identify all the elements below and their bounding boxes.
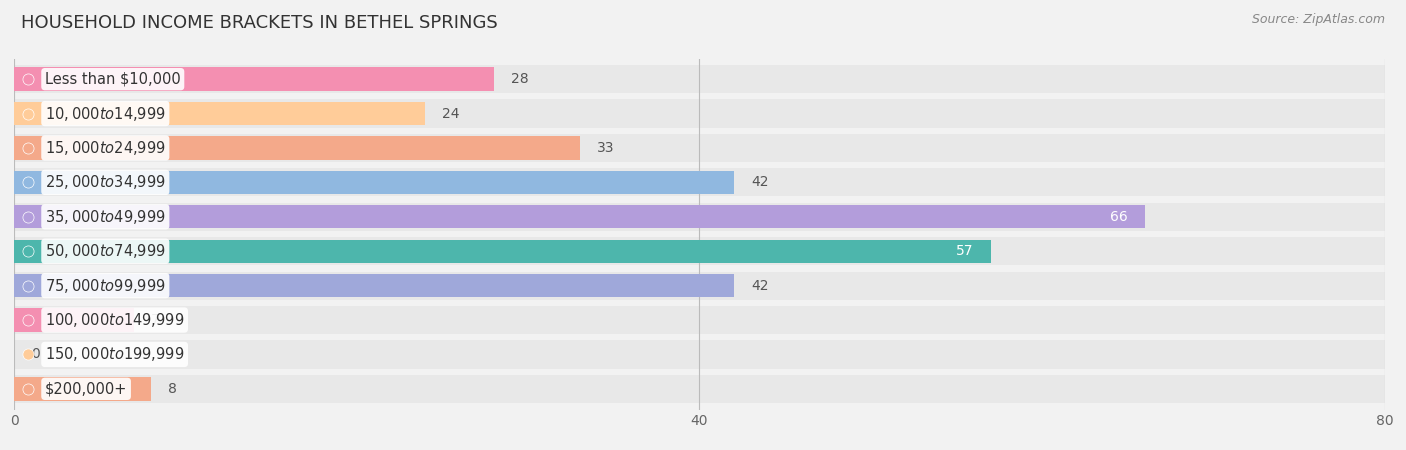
Bar [14, 274, 734, 297]
Text: $25,000 to $34,999: $25,000 to $34,999 [45, 173, 166, 191]
Text: $50,000 to $74,999: $50,000 to $74,999 [45, 242, 166, 260]
Bar [14, 134, 1385, 162]
Bar [14, 239, 991, 263]
Text: 8: 8 [169, 382, 177, 396]
Text: $15,000 to $24,999: $15,000 to $24,999 [45, 139, 166, 157]
Text: 66: 66 [1111, 210, 1128, 224]
Bar [14, 102, 425, 125]
Text: $75,000 to $99,999: $75,000 to $99,999 [45, 277, 166, 295]
Bar [14, 375, 1385, 403]
Text: $150,000 to $199,999: $150,000 to $199,999 [45, 346, 184, 364]
Text: 33: 33 [596, 141, 614, 155]
Bar [14, 202, 1385, 231]
Text: 24: 24 [443, 107, 460, 121]
Text: 0: 0 [31, 347, 39, 361]
Bar [14, 99, 1385, 128]
Text: HOUSEHOLD INCOME BRACKETS IN BETHEL SPRINGS: HOUSEHOLD INCOME BRACKETS IN BETHEL SPRI… [21, 14, 498, 32]
Bar [14, 136, 579, 160]
Text: $10,000 to $14,999: $10,000 to $14,999 [45, 104, 166, 122]
Text: $35,000 to $49,999: $35,000 to $49,999 [45, 208, 166, 226]
Bar [14, 306, 1385, 334]
Text: 57: 57 [956, 244, 973, 258]
Text: 7: 7 [152, 313, 160, 327]
Bar [14, 308, 134, 332]
Bar [14, 340, 1385, 369]
Text: $200,000+: $200,000+ [45, 381, 128, 396]
Bar [14, 237, 1385, 266]
Text: $100,000 to $149,999: $100,000 to $149,999 [45, 311, 184, 329]
Bar [14, 377, 152, 400]
Bar [14, 205, 1144, 229]
Bar [14, 171, 734, 194]
Text: 28: 28 [510, 72, 529, 86]
Text: 42: 42 [751, 279, 769, 292]
Bar [14, 65, 1385, 93]
Bar [14, 168, 1385, 197]
Bar [14, 68, 494, 91]
Text: 42: 42 [751, 176, 769, 189]
Text: Less than $10,000: Less than $10,000 [45, 72, 180, 87]
Text: Source: ZipAtlas.com: Source: ZipAtlas.com [1251, 14, 1385, 27]
Bar [14, 271, 1385, 300]
